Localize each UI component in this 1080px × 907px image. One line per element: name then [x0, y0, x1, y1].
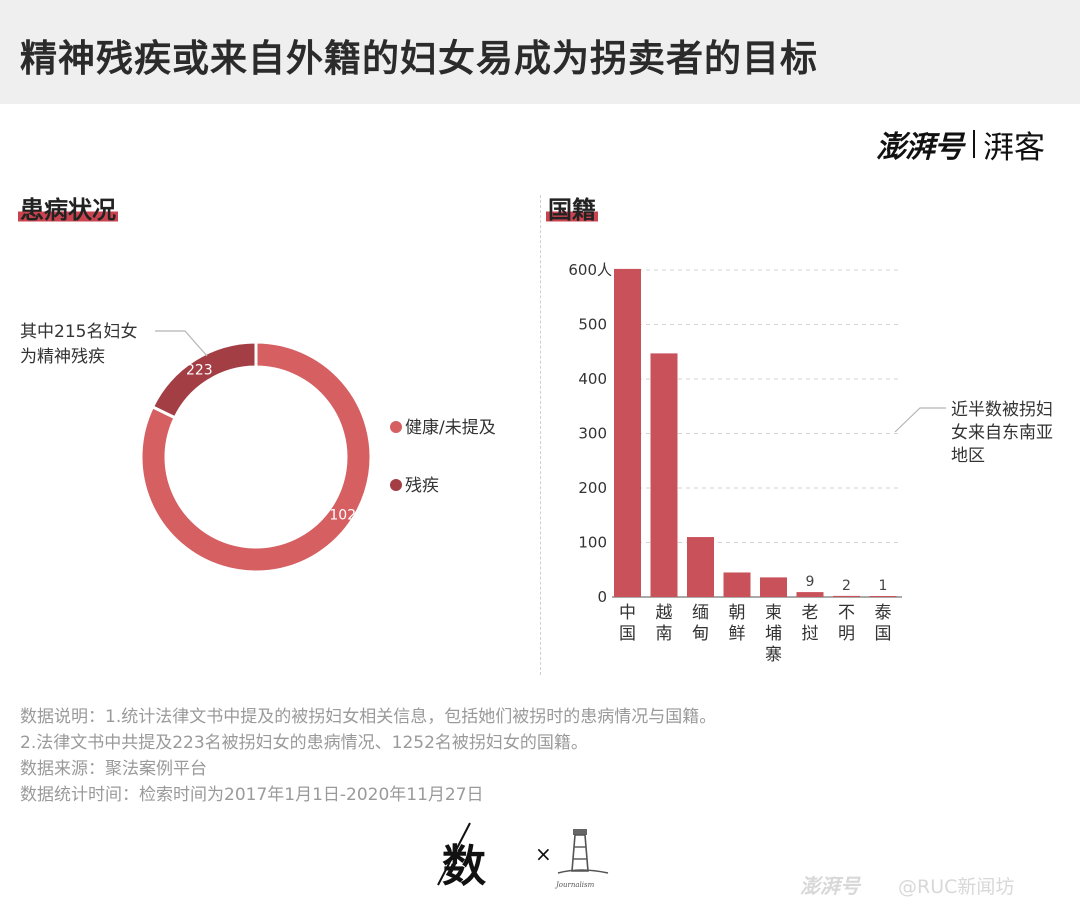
- x-tick-label: 明: [838, 624, 855, 644]
- x-tick-label: 国: [619, 624, 636, 644]
- x-tick-label: 泰: [875, 603, 892, 623]
- y-tick-label: 100: [578, 534, 607, 552]
- donut-section-title: 患病状况: [18, 190, 118, 225]
- note-line: 数据来源：聚法案例平台: [20, 759, 207, 779]
- x-tick-label: 中: [619, 603, 636, 623]
- bar: [796, 592, 824, 597]
- legend-marker: [390, 479, 402, 491]
- bar-value-label: 9: [806, 574, 815, 590]
- legend-label: 健康/未提及: [405, 418, 496, 438]
- bar-value-label: 2: [842, 578, 851, 594]
- bar: [614, 268, 641, 597]
- donut-slice: [150, 340, 258, 420]
- bar-annotation-line: 女来自东南亚: [951, 423, 1053, 443]
- donut-annotation-line: 为精神残疾: [20, 347, 105, 367]
- note-line: 数据统计时间：检索时间为2017年1月1日-2020年11月27日: [20, 785, 484, 805]
- bar: [650, 353, 678, 597]
- footer-logo-left: 数: [442, 841, 486, 892]
- y-tick-label: 600人: [568, 261, 612, 279]
- y-tick-label: 400: [578, 370, 607, 388]
- x-tick-label: 埔: [765, 624, 782, 644]
- bar: [687, 537, 714, 597]
- bar: [833, 595, 860, 597]
- y-tick-label: 200: [578, 479, 607, 497]
- donut-slice: [139, 340, 373, 574]
- y-tick-label: 0: [597, 588, 607, 606]
- bar-annotation-line: 近半数被拐妇: [951, 400, 1053, 420]
- x-tick-label: 朝: [729, 603, 746, 623]
- watermark-brand: 澎湃号: [800, 874, 860, 898]
- note-line: 2.法律文书中共提及223名被拐妇女的患病情况、1252名被拐妇女的国籍。: [20, 733, 588, 753]
- y-tick-label: 300: [578, 425, 607, 443]
- slice-value-label: 223: [186, 363, 213, 379]
- footer-logo-right: Journalism: [554, 881, 595, 889]
- brand-logo: 澎湃号 湃客: [876, 124, 1045, 166]
- brand-main: 澎湃号: [876, 130, 964, 165]
- y-tick-label: 500: [578, 316, 607, 334]
- lighthouse-icon: [557, 829, 609, 874]
- x-tick-label: 甸: [692, 624, 709, 644]
- legend-label: 残疾: [405, 476, 439, 496]
- x-tick-label: 南: [656, 624, 673, 644]
- note-line: 数据说明：1.统计法律文书中提及的被拐妇女相关信息，包括她们被拐时的患病情况与国…: [20, 707, 717, 727]
- bar-annotation-line: 地区: [951, 446, 985, 466]
- x-tick-label: 老: [802, 603, 819, 623]
- bar-section-title: 国籍: [546, 190, 598, 225]
- bar: [760, 577, 787, 597]
- brand-separator: [973, 130, 975, 158]
- slash-mark: [437, 822, 471, 886]
- x-tick-label: 鲜: [729, 624, 746, 644]
- donut-annotation-line: 其中215名妇女: [20, 322, 137, 342]
- slice-value-label: 1029: [329, 507, 365, 523]
- x-tick-label: 寨: [765, 645, 782, 665]
- annotation-leader: [894, 407, 946, 433]
- watermark-handle: @RUC新闻坊: [898, 876, 1015, 898]
- bar-value-label: 1: [879, 578, 888, 594]
- data-notes: 数据说明：1.统计法律文书中提及的被拐妇女相关信息，包括她们被拐时的患病情况与国…: [20, 704, 716, 808]
- times-mark: ×: [535, 842, 552, 866]
- bar: [869, 596, 897, 597]
- annotation-leader: [155, 330, 208, 357]
- x-tick-label: 挝: [802, 624, 819, 644]
- section-divider: [540, 195, 541, 675]
- brand-sub: 湃客: [983, 129, 1045, 166]
- x-tick-label: 缅: [692, 603, 709, 623]
- footer-logos: 数 × Journalism: [437, 822, 609, 892]
- legend-marker: [390, 421, 402, 433]
- x-tick-label: 越: [656, 603, 673, 623]
- title-bar: 精神残疾或来自外籍的妇女易成为拐卖者的目标: [0, 0, 1080, 104]
- x-tick-label: 柬: [765, 603, 782, 623]
- x-tick-label: 国: [875, 624, 892, 644]
- bar: [723, 572, 751, 597]
- x-tick-label: 不: [838, 603, 855, 623]
- page-title: 精神残疾或来自外籍的妇女易成为拐卖者的目标: [20, 37, 818, 80]
